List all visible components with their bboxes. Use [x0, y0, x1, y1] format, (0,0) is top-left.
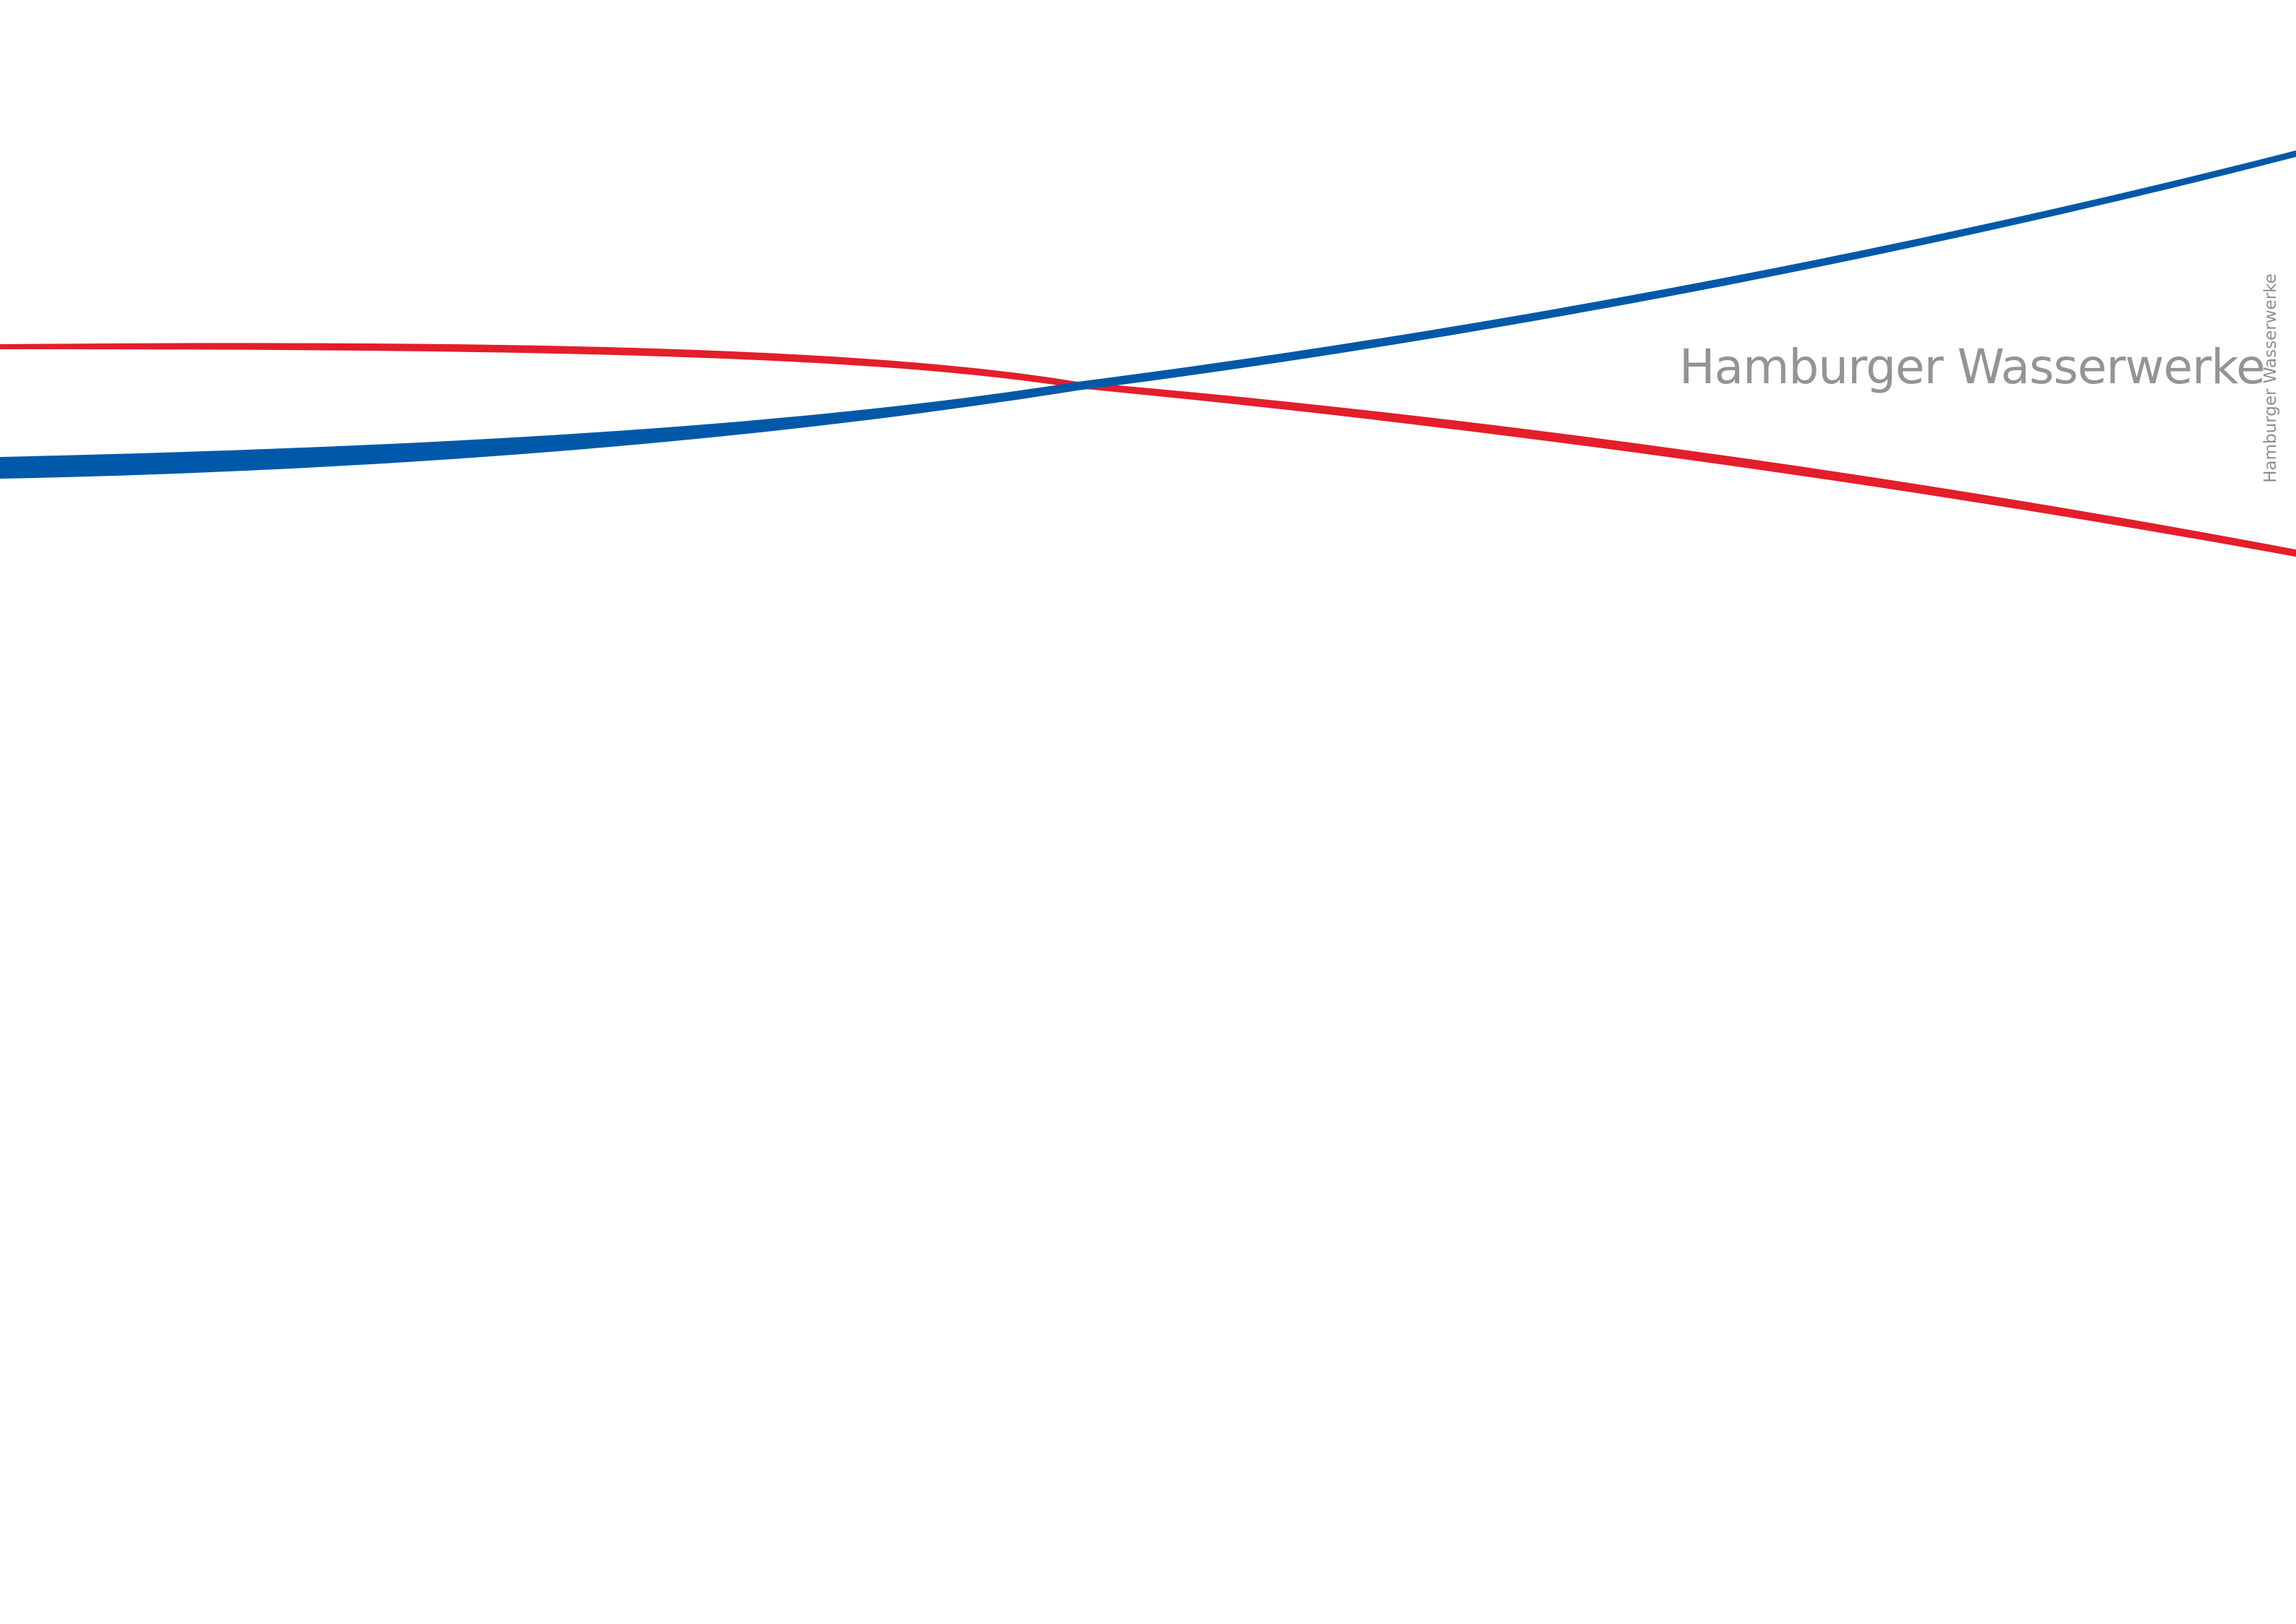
- brand-spine: Hamburger Wasserwerke: [2255, 273, 2287, 483]
- brand-spine-label: Hamburger Wasserwerke: [2261, 273, 2280, 483]
- brand-title: Hamburger Wasserwerke: [1679, 339, 2266, 395]
- blue-swoosh-line: [0, 150, 2296, 479]
